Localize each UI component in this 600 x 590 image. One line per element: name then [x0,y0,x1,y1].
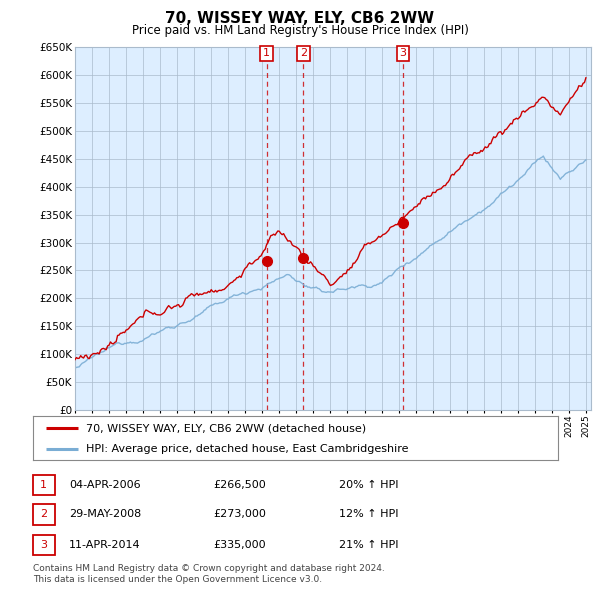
Text: 1: 1 [263,48,270,58]
Text: £273,000: £273,000 [213,510,266,519]
Text: 21% ↑ HPI: 21% ↑ HPI [339,540,398,550]
Text: HPI: Average price, detached house, East Cambridgeshire: HPI: Average price, detached house, East… [86,444,408,454]
Text: 1: 1 [40,480,47,490]
Text: 3: 3 [400,48,406,58]
Text: Contains HM Land Registry data © Crown copyright and database right 2024.: Contains HM Land Registry data © Crown c… [33,565,385,573]
Text: 70, WISSEY WAY, ELY, CB6 2WW: 70, WISSEY WAY, ELY, CB6 2WW [166,11,434,25]
Text: 12% ↑ HPI: 12% ↑ HPI [339,510,398,519]
Text: This data is licensed under the Open Government Licence v3.0.: This data is licensed under the Open Gov… [33,575,322,584]
Text: Price paid vs. HM Land Registry's House Price Index (HPI): Price paid vs. HM Land Registry's House … [131,24,469,37]
Text: 2: 2 [40,510,47,519]
Text: £335,000: £335,000 [213,540,266,550]
Text: 20% ↑ HPI: 20% ↑ HPI [339,480,398,490]
Text: 2: 2 [299,48,307,58]
Text: 11-APR-2014: 11-APR-2014 [69,540,140,550]
Text: 3: 3 [40,540,47,550]
Text: £266,500: £266,500 [213,480,266,490]
Text: 70, WISSEY WAY, ELY, CB6 2WW (detached house): 70, WISSEY WAY, ELY, CB6 2WW (detached h… [86,424,365,433]
Text: 29-MAY-2008: 29-MAY-2008 [69,510,141,519]
Text: 04-APR-2006: 04-APR-2006 [69,480,140,490]
